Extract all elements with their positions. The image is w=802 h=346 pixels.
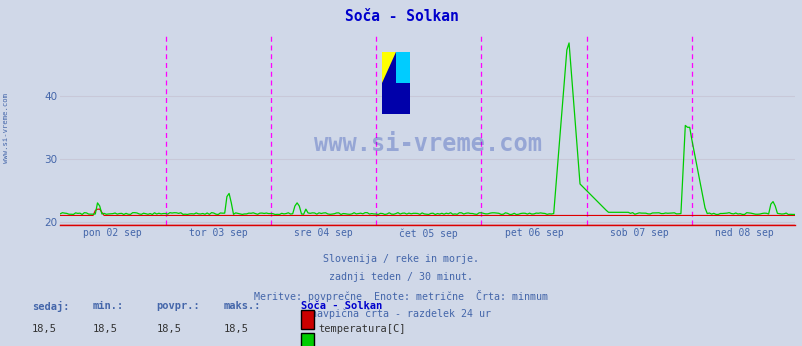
Text: sob 07 sep: sob 07 sep	[609, 228, 668, 238]
Text: www.si-vreme.com: www.si-vreme.com	[314, 132, 541, 156]
Text: 18,5: 18,5	[156, 324, 181, 334]
Text: Soča - Solkan: Soča - Solkan	[344, 9, 458, 24]
Text: Meritve: povprečne  Enote: metrične  Črta: minmum: Meritve: povprečne Enote: metrične Črta:…	[254, 290, 548, 302]
Text: 18,5: 18,5	[223, 324, 248, 334]
Text: maks.:: maks.:	[223, 301, 261, 311]
Text: zadnji teden / 30 minut.: zadnji teden / 30 minut.	[329, 272, 473, 282]
Text: www.si-vreme.com: www.si-vreme.com	[3, 93, 10, 163]
Text: Soča - Solkan: Soča - Solkan	[301, 301, 382, 311]
Bar	[382, 83, 410, 113]
Text: 18,5: 18,5	[32, 324, 57, 334]
Text: tor 03 sep: tor 03 sep	[188, 228, 247, 238]
Text: pon 02 sep: pon 02 sep	[83, 228, 142, 238]
Text: sedaj:: sedaj:	[32, 301, 70, 312]
Text: povpr.:: povpr.:	[156, 301, 200, 311]
Text: temperatura[C]: temperatura[C]	[318, 324, 406, 334]
Text: 18,5: 18,5	[92, 324, 117, 334]
Text: navpična črta - razdelek 24 ur: navpična črta - razdelek 24 ur	[311, 308, 491, 319]
Bar	[382, 52, 395, 83]
Text: pet 06 sep: pet 06 sep	[504, 228, 563, 238]
Text: min.:: min.:	[92, 301, 124, 311]
Text: Slovenija / reke in morje.: Slovenija / reke in morje.	[323, 254, 479, 264]
Polygon shape	[382, 52, 395, 83]
Text: ned 08 sep: ned 08 sep	[715, 228, 773, 238]
Text: sre 04 sep: sre 04 sep	[294, 228, 352, 238]
Text: čet 05 sep: čet 05 sep	[399, 228, 457, 239]
Bar	[395, 52, 410, 83]
